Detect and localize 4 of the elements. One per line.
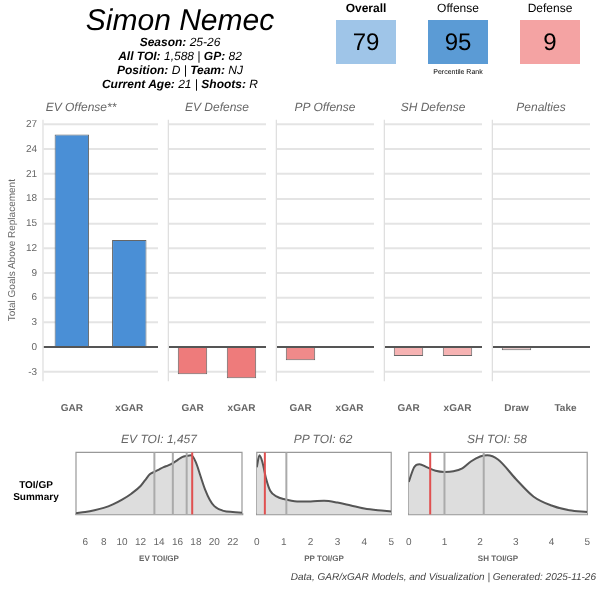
data-label: 9 <box>520 20 580 64</box>
data-label: 95 <box>428 20 488 64</box>
data-label: 79 <box>336 20 396 64</box>
text: Simon Nemec <box>83 4 277 38</box>
